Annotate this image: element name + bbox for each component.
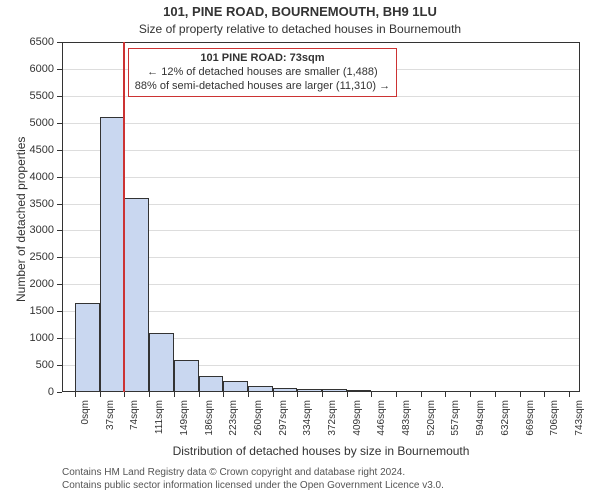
ytick-mark bbox=[57, 284, 62, 285]
xtick-mark bbox=[520, 392, 521, 397]
xtick-mark bbox=[174, 392, 175, 397]
ytick-label: 3000 bbox=[0, 224, 54, 236]
histogram-bar bbox=[248, 386, 273, 392]
histogram-bar bbox=[297, 389, 322, 392]
ytick-mark bbox=[57, 365, 62, 366]
grid-line bbox=[63, 177, 579, 178]
xtick-mark bbox=[223, 392, 224, 397]
histogram-bar bbox=[322, 389, 347, 392]
histogram-bar bbox=[273, 388, 298, 392]
xtick-label: 557sqm bbox=[450, 400, 461, 500]
grid-line bbox=[63, 150, 579, 151]
ytick-label: 1000 bbox=[0, 332, 54, 344]
y-axis-label: Number of detached properties bbox=[14, 137, 28, 302]
ytick-mark bbox=[57, 150, 62, 151]
ytick-label: 2000 bbox=[0, 278, 54, 290]
xtick-mark bbox=[297, 392, 298, 397]
xtick-label: 706sqm bbox=[549, 400, 560, 500]
histogram-bar bbox=[124, 198, 149, 392]
ytick-label: 5000 bbox=[0, 117, 54, 129]
ytick-mark bbox=[57, 311, 62, 312]
ytick-label: 6000 bbox=[0, 63, 54, 75]
xtick-mark bbox=[199, 392, 200, 397]
chart-title: 101, PINE ROAD, BOURNEMOUTH, BH9 1LU bbox=[0, 4, 600, 19]
xtick-label: 0sqm bbox=[80, 400, 91, 500]
xtick-mark bbox=[569, 392, 570, 397]
ytick-mark bbox=[57, 96, 62, 97]
xtick-mark bbox=[322, 392, 323, 397]
ytick-mark bbox=[57, 123, 62, 124]
ytick-mark bbox=[57, 257, 62, 258]
xtick-mark bbox=[470, 392, 471, 397]
xtick-label: 483sqm bbox=[401, 400, 412, 500]
xtick-label: 74sqm bbox=[129, 400, 140, 500]
ytick-label: 4500 bbox=[0, 144, 54, 156]
xtick-label: 186sqm bbox=[204, 400, 215, 500]
xtick-label: 149sqm bbox=[179, 400, 190, 500]
xtick-label: 520sqm bbox=[426, 400, 437, 500]
xtick-mark bbox=[544, 392, 545, 397]
xtick-label: 743sqm bbox=[574, 400, 585, 500]
xtick-mark bbox=[124, 392, 125, 397]
xtick-label: 334sqm bbox=[302, 400, 313, 500]
ytick-label: 6500 bbox=[0, 36, 54, 48]
xtick-label: 297sqm bbox=[278, 400, 289, 500]
ytick-mark bbox=[57, 230, 62, 231]
annotation-box: 101 PINE ROAD: 73sqm← 12% of detached ho… bbox=[128, 48, 397, 97]
histogram-bar bbox=[174, 360, 199, 392]
ytick-mark bbox=[57, 69, 62, 70]
ytick-mark bbox=[57, 204, 62, 205]
annotation-line-3: 88% of semi-detached houses are larger (… bbox=[135, 80, 390, 94]
histogram-bar bbox=[223, 381, 248, 392]
xtick-mark bbox=[371, 392, 372, 397]
xtick-label: 632sqm bbox=[500, 400, 511, 500]
histogram-bar bbox=[347, 390, 372, 392]
xtick-mark bbox=[149, 392, 150, 397]
xtick-label: 372sqm bbox=[327, 400, 338, 500]
xtick-mark bbox=[100, 392, 101, 397]
histogram-bar bbox=[199, 376, 224, 392]
ytick-label: 4000 bbox=[0, 171, 54, 183]
chart-subtitle: Size of property relative to detached ho… bbox=[0, 22, 600, 36]
xtick-label: 409sqm bbox=[352, 400, 363, 500]
xtick-label: 37sqm bbox=[105, 400, 116, 500]
xtick-label: 669sqm bbox=[525, 400, 536, 500]
xtick-label: 111sqm bbox=[154, 400, 165, 500]
annotation-line-1: 101 PINE ROAD: 73sqm bbox=[135, 52, 390, 66]
histogram-bar bbox=[75, 303, 100, 392]
xtick-mark bbox=[421, 392, 422, 397]
ytick-label: 0 bbox=[0, 386, 54, 398]
xtick-mark bbox=[75, 392, 76, 397]
ytick-label: 3500 bbox=[0, 198, 54, 210]
ytick-mark bbox=[57, 177, 62, 178]
xtick-mark bbox=[495, 392, 496, 397]
histogram-bar bbox=[100, 117, 125, 392]
annotation-line-2: ← 12% of detached houses are smaller (1,… bbox=[135, 66, 390, 80]
xtick-mark bbox=[445, 392, 446, 397]
ytick-mark bbox=[57, 392, 62, 393]
xtick-label: 594sqm bbox=[475, 400, 486, 500]
subject-marker-line bbox=[123, 42, 125, 392]
xtick-mark bbox=[347, 392, 348, 397]
ytick-mark bbox=[57, 42, 62, 43]
grid-line bbox=[63, 123, 579, 124]
histogram-bar bbox=[149, 333, 174, 392]
ytick-label: 5500 bbox=[0, 90, 54, 102]
ytick-label: 2500 bbox=[0, 251, 54, 263]
xtick-mark bbox=[396, 392, 397, 397]
xtick-label: 260sqm bbox=[253, 400, 264, 500]
ytick-mark bbox=[57, 338, 62, 339]
xtick-mark bbox=[248, 392, 249, 397]
xtick-label: 223sqm bbox=[228, 400, 239, 500]
ytick-label: 1500 bbox=[0, 305, 54, 317]
chart-container: { "title": "101, PINE ROAD, BOURNEMOUTH,… bbox=[0, 0, 600, 500]
xtick-mark bbox=[273, 392, 274, 397]
ytick-label: 500 bbox=[0, 359, 54, 371]
xtick-label: 446sqm bbox=[376, 400, 387, 500]
